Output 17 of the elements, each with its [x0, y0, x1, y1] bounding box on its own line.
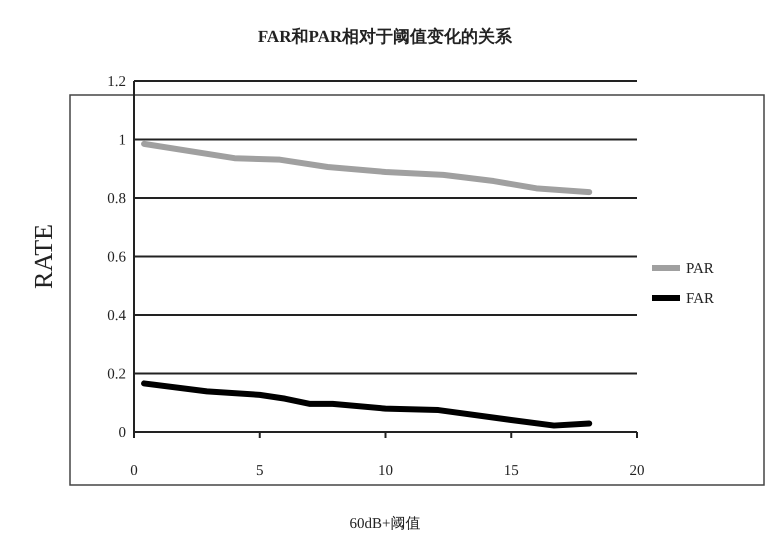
y-tick-label: 1	[118, 132, 126, 148]
chart-title: FAR和PAR相对于阈值变化的关系	[258, 27, 514, 46]
x-tick-label: 15	[504, 463, 519, 479]
y-tick-label: 0.2	[107, 366, 126, 382]
legend-label: PAR	[686, 261, 714, 277]
x-tick-label: 10	[378, 463, 393, 479]
x-tick-label: 0	[130, 463, 138, 479]
legend-label: FAR	[686, 291, 714, 307]
y-tick-label: 0.6	[107, 250, 126, 266]
y-tick-label: 0.4	[107, 308, 126, 324]
y-axis-title: RATE	[29, 224, 58, 289]
x-tick-label: 5	[256, 463, 264, 479]
x-axis-title: 60dB+阈值	[350, 515, 420, 532]
y-tick-label: 0	[118, 425, 126, 441]
y-tick-label: 1.2	[107, 74, 126, 90]
x-tick-label: 20	[630, 463, 644, 479]
y-tick-label: 0.8	[107, 191, 126, 207]
